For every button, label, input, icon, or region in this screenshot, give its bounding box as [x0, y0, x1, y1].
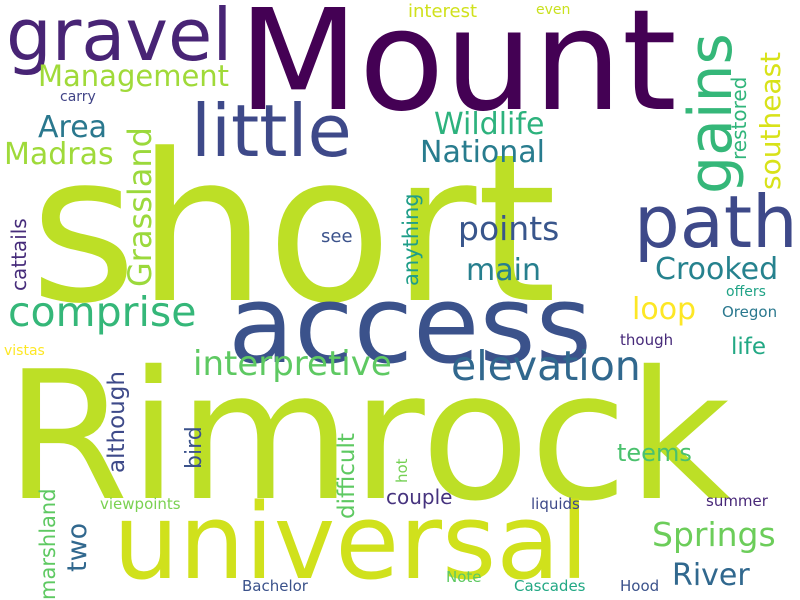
word-elevation: elevation — [451, 342, 641, 390]
word-bird: bird — [182, 426, 207, 469]
word-even: even — [536, 2, 571, 18]
word-viewpoints: viewpoints — [100, 495, 181, 513]
word-springs: Springs — [652, 515, 776, 554]
word-bachelor: Bachelor — [242, 577, 308, 595]
word-hot: hot — [393, 458, 411, 483]
word-though: though — [620, 331, 674, 349]
word-southeast: southeast — [754, 51, 787, 190]
word-note: Note — [446, 568, 482, 586]
word-wildlife: Wildlife — [434, 107, 545, 142]
word-area: Area — [38, 110, 108, 145]
word-little: little — [191, 89, 352, 173]
word-points: points — [458, 209, 560, 248]
word-loop: loop — [632, 292, 697, 327]
word-life: life — [731, 334, 767, 360]
word-comprise: comprise — [8, 288, 197, 336]
word-interest: interest — [408, 1, 478, 22]
word-marshland: marshland — [36, 488, 60, 600]
word-offers: offers — [726, 284, 766, 300]
word-vistas: vistas — [4, 343, 45, 359]
word-carry: carry — [60, 89, 96, 105]
word-crooked: Crooked — [655, 252, 779, 287]
word-cascades: Cascades — [514, 577, 586, 595]
word-couple: couple — [386, 485, 453, 509]
word-gravel: gravel — [6, 0, 233, 77]
word-restored: restored — [727, 76, 751, 160]
word-access: access — [228, 263, 592, 388]
word-rimrock: Rimrock — [5, 333, 731, 540]
word-mount: Mount — [238, 0, 677, 143]
word-path: path — [634, 180, 798, 264]
word-cattails: cattails — [7, 218, 31, 291]
word-grassland: Grassland — [121, 127, 159, 287]
word-hood: Hood — [620, 577, 660, 595]
word-interpretive: interpretive — [193, 344, 392, 384]
word-management: Management — [38, 59, 230, 93]
word-anything: anything — [399, 193, 423, 286]
word-madras: Madras — [4, 137, 114, 172]
word-national: National — [420, 135, 546, 170]
word-oregon: Oregon — [722, 303, 778, 321]
word-teems: teems — [617, 439, 692, 467]
word-river: River — [672, 558, 750, 593]
word-see: see — [321, 226, 353, 247]
word-liquids: liquids — [531, 495, 580, 513]
word-main: main — [466, 253, 541, 288]
word-difficult: difficult — [334, 433, 360, 519]
word-although: although — [104, 371, 130, 473]
word-universal: universal — [113, 481, 589, 600]
word-two: two — [62, 522, 93, 572]
word-short: short — [30, 111, 557, 349]
word-summer: summer — [706, 492, 768, 510]
